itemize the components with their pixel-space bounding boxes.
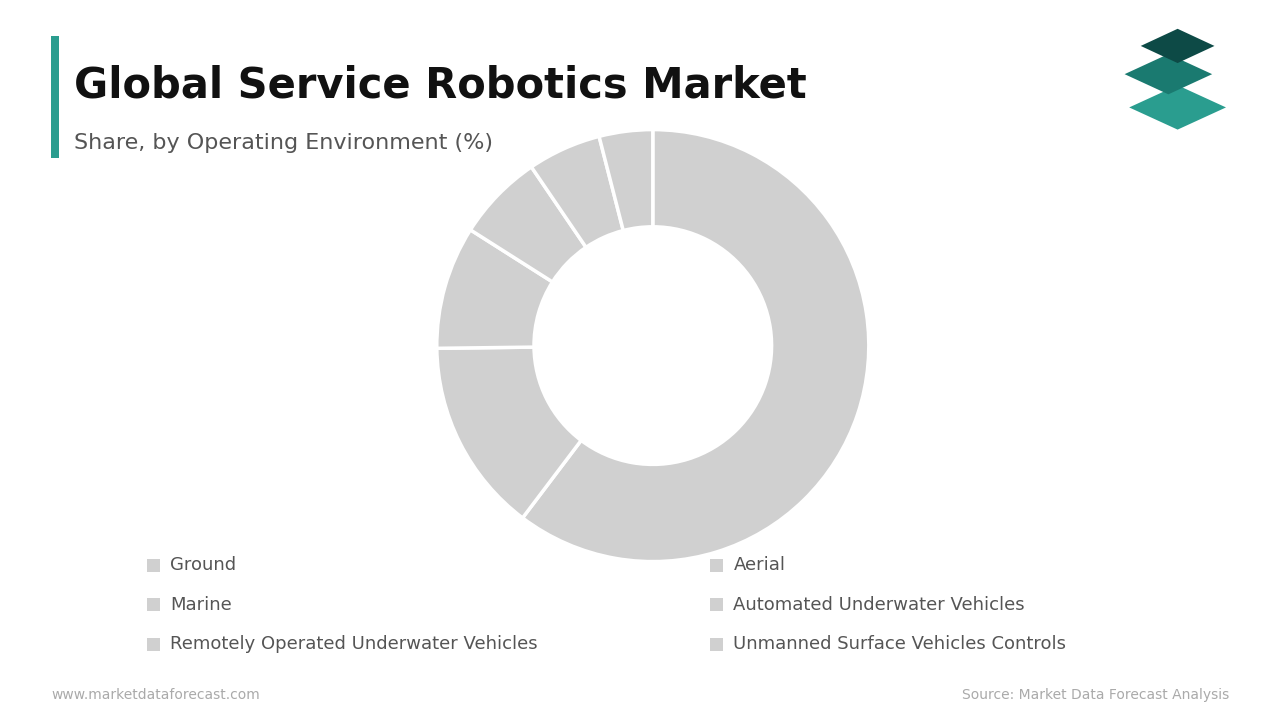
Wedge shape: [599, 130, 653, 230]
Wedge shape: [522, 130, 869, 562]
Wedge shape: [531, 136, 623, 248]
Text: Source: Market Data Forecast Analysis: Source: Market Data Forecast Analysis: [961, 688, 1229, 702]
Wedge shape: [436, 347, 581, 518]
Text: Unmanned Surface Vehicles Controls: Unmanned Surface Vehicles Controls: [733, 636, 1066, 654]
Text: Ground: Ground: [170, 556, 237, 575]
Polygon shape: [1129, 85, 1226, 130]
Wedge shape: [471, 167, 586, 282]
Text: Share, by Operating Environment (%): Share, by Operating Environment (%): [74, 133, 493, 153]
Text: Global Service Robotics Market: Global Service Robotics Market: [74, 65, 806, 107]
Text: Remotely Operated Underwater Vehicles: Remotely Operated Underwater Vehicles: [170, 636, 538, 654]
Text: Automated Underwater Vehicles: Automated Underwater Vehicles: [733, 596, 1025, 613]
Text: www.marketdataforecast.com: www.marketdataforecast.com: [51, 688, 260, 702]
Polygon shape: [1125, 54, 1212, 94]
Polygon shape: [1140, 29, 1215, 63]
Text: Aerial: Aerial: [733, 556, 786, 575]
Text: Marine: Marine: [170, 596, 232, 613]
Wedge shape: [436, 230, 553, 348]
